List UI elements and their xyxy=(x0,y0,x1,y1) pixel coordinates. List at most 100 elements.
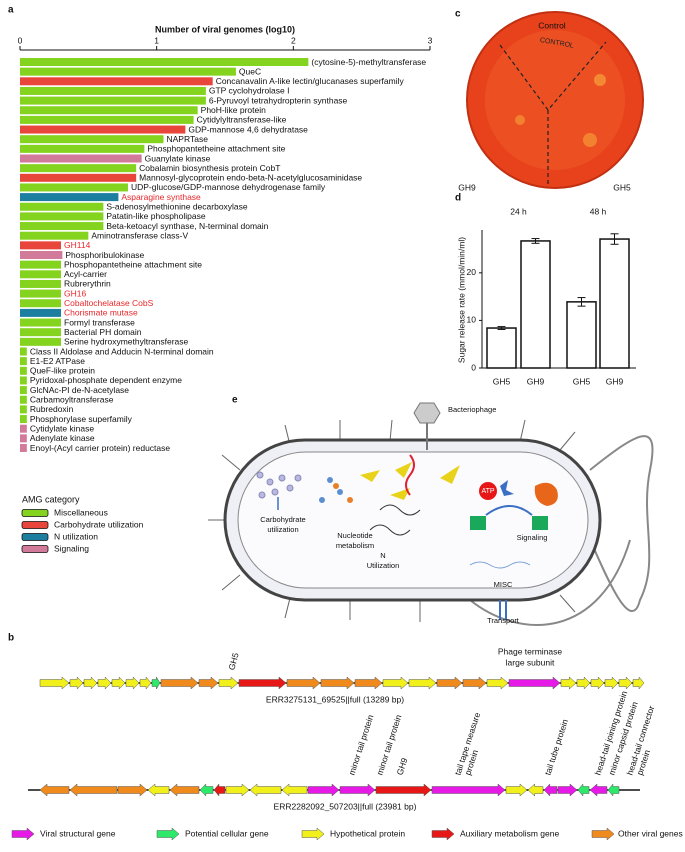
bar xyxy=(20,376,27,385)
bar-label: Cytidylate kinase xyxy=(30,423,95,433)
legend-label: Viral structural gene xyxy=(40,828,116,838)
chart-title: Number of viral genomes (log10) xyxy=(155,24,295,34)
bar xyxy=(20,115,194,124)
legend-label: N utilization xyxy=(54,531,98,541)
gene-arrow xyxy=(431,783,506,797)
bar-label: Enoyl-(Acyl carrier protein) reductase xyxy=(30,443,171,453)
panel-label: e xyxy=(232,395,238,406)
diagram-label: ATP xyxy=(481,488,494,495)
gene-arrow xyxy=(577,783,590,797)
gene-label: GH5 xyxy=(226,651,240,671)
bar-label: 6-Pyruvoyl tetrahydropterin synthase xyxy=(209,95,348,105)
legend-label: Carbohydrate utilization xyxy=(54,519,144,529)
diagram-label: N xyxy=(380,551,385,560)
legend-label: Other viral genes xyxy=(618,828,683,838)
gene-arrow xyxy=(618,676,633,690)
gene-arrow xyxy=(83,676,98,690)
legend-label: Signaling xyxy=(54,543,89,553)
bar-label: Asparagine synthase xyxy=(121,192,201,202)
bar-label: Acyl-carrier xyxy=(64,269,107,279)
bar xyxy=(20,231,89,240)
bar xyxy=(20,173,137,182)
bar xyxy=(20,260,61,269)
bar xyxy=(486,327,517,369)
bar xyxy=(20,125,186,134)
plate-photo: CONTROL xyxy=(462,11,652,192)
bar-label: Class II Aldolase and Adducin N-terminal… xyxy=(30,346,214,356)
bar xyxy=(20,444,27,452)
y-axis-label: Sugar release rate (mmol/min/ml) xyxy=(456,237,466,363)
bar xyxy=(566,301,597,369)
bar xyxy=(20,270,61,279)
panel-label: a xyxy=(8,5,14,16)
diagram-label: Transport xyxy=(487,616,520,625)
gene-arrow xyxy=(505,783,528,797)
bar xyxy=(20,77,213,86)
gene-arrow xyxy=(151,676,161,690)
gene-arrow xyxy=(375,783,432,797)
bar-label: Cytidylyltransferase-like xyxy=(197,115,287,125)
bar-label: Formyl transferase xyxy=(64,317,135,327)
legend-swatch xyxy=(21,509,49,517)
x-tick-label: GH9 xyxy=(527,376,545,386)
bar-label: Rubrerythrin xyxy=(64,279,111,289)
gene-arrow xyxy=(160,676,199,690)
diagram-label: Utilization xyxy=(367,561,400,570)
y-tick-label: 20 xyxy=(467,267,477,277)
gene-arrow xyxy=(39,783,70,797)
legend-arrow xyxy=(591,827,615,841)
legend-label: Miscellaneous xyxy=(54,507,108,517)
bar xyxy=(20,415,27,424)
map-caption: ERR2282092_507203||full (23981 bp) xyxy=(274,801,417,811)
bar-label: Carbamoyltransferase xyxy=(30,395,114,405)
bar-label: Phosphopantetheine attachment site xyxy=(64,259,202,269)
gene-arrow xyxy=(408,676,437,690)
gene-arrow xyxy=(604,676,619,690)
bar xyxy=(20,135,164,144)
plate-label: GH5 xyxy=(613,182,631,192)
plate-label: GH9 xyxy=(458,182,476,192)
diagram-label: Signaling xyxy=(517,533,548,542)
bar xyxy=(20,144,145,153)
bar xyxy=(20,308,61,317)
diagram-label: MISC xyxy=(494,580,513,589)
legend-arrow xyxy=(156,827,180,841)
gene-arrow xyxy=(281,783,308,797)
bar xyxy=(20,212,104,221)
map-caption: ERR3275131_69525||full (13289 bp) xyxy=(266,694,404,704)
bar xyxy=(20,318,61,327)
gene-arrow xyxy=(238,676,287,690)
bar-label: GH114 xyxy=(64,240,91,250)
gene-arrow xyxy=(139,676,152,690)
group-label: 48 h xyxy=(590,206,607,216)
x-tick-label: GH9 xyxy=(606,376,624,386)
bar xyxy=(20,289,61,298)
bar xyxy=(20,424,27,433)
gene-arrow xyxy=(590,676,605,690)
gene-arrow xyxy=(213,783,226,797)
bar-label: Aminotransferase class-V xyxy=(91,230,188,240)
bar xyxy=(20,67,236,76)
y-tick-label: 0 xyxy=(471,362,476,372)
gene-arrow xyxy=(382,676,409,690)
bar xyxy=(20,395,27,404)
x-tick-label: 0 xyxy=(18,35,23,45)
bar xyxy=(20,405,27,414)
gene-arrow xyxy=(632,676,645,690)
gene-arrow xyxy=(462,676,487,690)
x-tick-label: 1 xyxy=(154,35,159,45)
legend-label: Hypothetical protein xyxy=(330,828,405,838)
legend-label: Auxiliary metabolism gene xyxy=(460,828,559,838)
bar-label: Phosphoribulokinase xyxy=(65,250,144,260)
bar xyxy=(20,299,61,308)
legend-title: AMG category xyxy=(22,494,80,504)
bar xyxy=(20,328,61,337)
bar-label: Chorismate mutase xyxy=(64,308,138,318)
bar-label: Phosphorylase superfamily xyxy=(30,414,133,424)
legend-label: Potential cellular gene xyxy=(185,828,269,838)
gene-arrow xyxy=(286,676,321,690)
diagram-label: Nucleotide xyxy=(337,531,372,540)
gene-arrow xyxy=(320,676,355,690)
gene-arrow xyxy=(436,676,463,690)
